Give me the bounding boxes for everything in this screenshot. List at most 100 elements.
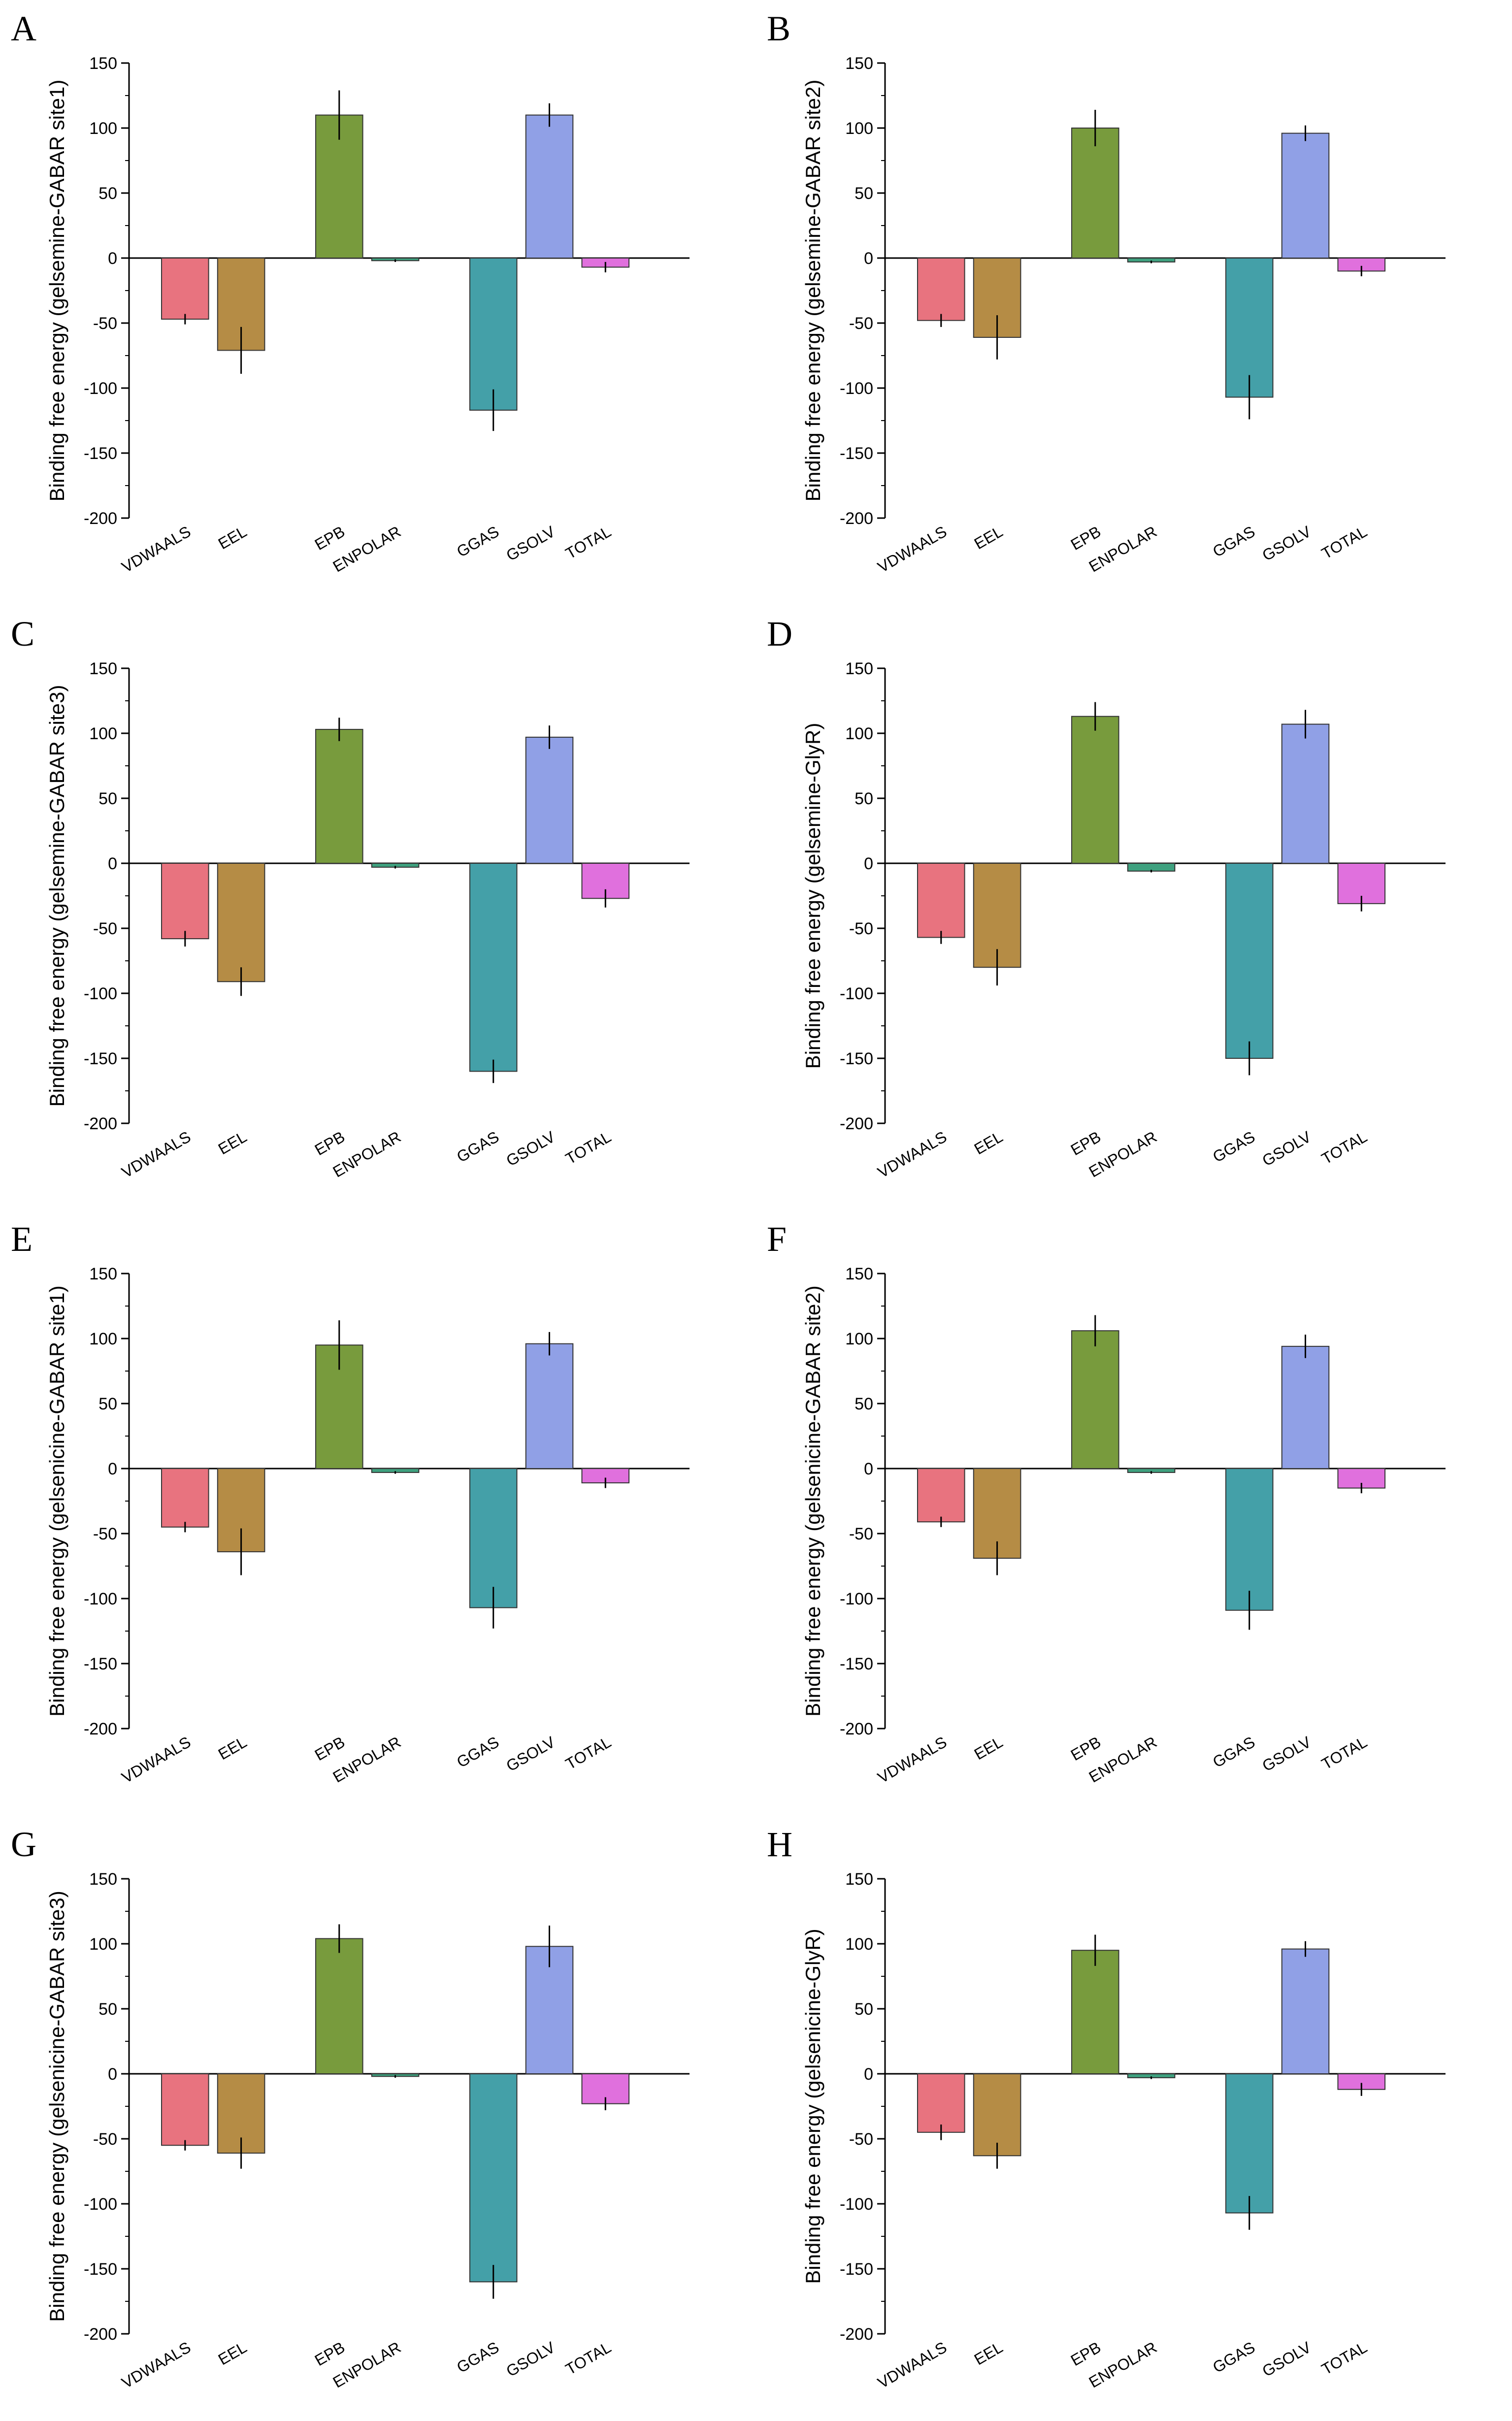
category-label: EPB	[312, 1733, 348, 1764]
bar-vdwaals	[161, 258, 209, 320]
category-label: EEL	[215, 2338, 250, 2368]
bar-chart-g: G Binding free energy (gelsenicine-GABAR …	[11, 1825, 690, 2392]
bar-vdwaals	[161, 2073, 209, 2146]
y-tick-label: 150	[89, 1870, 117, 1889]
y-tick-label: -50	[849, 314, 873, 333]
y-tick-label: 50	[855, 184, 873, 203]
bar-eel	[973, 2073, 1021, 2157]
y-tick-label: 150	[89, 659, 117, 678]
y-tick-label: -150	[84, 444, 117, 463]
panel-label: F	[767, 1219, 787, 1259]
bar-vdwaals	[917, 863, 965, 938]
y-tick-label: 100	[845, 1330, 873, 1348]
bar-epb	[1071, 128, 1119, 259]
bar-epb	[315, 1938, 363, 2074]
category-label: TOTAL	[562, 1128, 614, 1168]
category-label: VDWAALS	[119, 523, 194, 576]
chart-panel-e: E Binding free energy (gelsenicine-GABAR …	[0, 1210, 756, 1816]
y-tick-label: 0	[864, 249, 873, 268]
chart-panel-f: F Binding free energy (gelsenicine-GABAR …	[756, 1210, 1512, 1816]
y-axis-label: Binding free energy (gelsenicine-GlyR)	[801, 1929, 824, 2284]
y-tick-label: -200	[840, 1114, 873, 1133]
category-label: EEL	[971, 1733, 1006, 1763]
category-label: TOTAL	[562, 2338, 614, 2378]
category-label: GGAS	[1210, 523, 1258, 560]
y-tick-label: -50	[93, 1525, 117, 1543]
bar-chart-e: E Binding free energy (gelsenicine-GABAR …	[11, 1219, 690, 1787]
y-tick-label: 50	[855, 2000, 873, 2019]
panel-label: G	[11, 1825, 36, 1864]
y-tick-label: -100	[84, 1590, 117, 1608]
category-label: EEL	[215, 1733, 250, 1763]
y-tick-label: 50	[99, 789, 117, 808]
category-label: GGAS	[454, 1128, 502, 1166]
category-label: EEL	[971, 2338, 1006, 2368]
category-label: GGAS	[454, 523, 502, 560]
category-label: EPB	[312, 1128, 348, 1159]
y-tick-label: -200	[840, 2325, 873, 2344]
y-tick-label: -50	[93, 314, 117, 333]
y-tick-label: 100	[89, 1330, 117, 1348]
category-label: TOTAL	[1318, 1733, 1370, 1773]
category-label: TOTAL	[1318, 523, 1370, 562]
y-tick-label: 100	[845, 119, 873, 138]
y-tick-label: 0	[108, 1460, 117, 1478]
category-label: GSOLV	[503, 1128, 559, 1170]
y-tick-label: -50	[849, 919, 873, 938]
y-axis-label: Binding free energy (gelsenicine-GABAR s…	[45, 1891, 68, 2322]
category-label: EEL	[215, 1128, 250, 1158]
bar-vdwaals	[161, 1468, 209, 1528]
y-tick-label: -100	[84, 984, 117, 1003]
y-tick-label: 50	[99, 184, 117, 203]
bar-epb	[1071, 1950, 1119, 2075]
y-tick-label: -100	[840, 379, 873, 398]
panel-label: C	[11, 614, 34, 654]
y-tick-label: -100	[840, 1590, 873, 1608]
category-label: GGAS	[1210, 2338, 1258, 2376]
category-label: GSOLV	[503, 1733, 559, 1775]
y-tick-label: -100	[84, 2195, 117, 2214]
bar-gsolv	[1281, 1948, 1330, 2074]
bar-ggas	[1225, 2073, 1274, 2214]
y-tick-label: -150	[84, 1655, 117, 1673]
y-tick-label: 50	[99, 2000, 117, 2019]
category-label: EEL	[215, 523, 250, 553]
bar-epb	[1071, 716, 1119, 864]
y-tick-label: 0	[864, 2065, 873, 2084]
y-tick-label: -50	[849, 2130, 873, 2149]
category-label: GGAS	[454, 1733, 502, 1771]
bar-chart-h: H Binding free energy (gelsenicine-GlyR) 1…	[767, 1825, 1446, 2392]
y-tick-label: -150	[84, 2260, 117, 2279]
category-label: TOTAL	[1318, 2338, 1370, 2378]
chart-panel-g: G Binding free energy (gelsenicine-GABAR …	[0, 1816, 756, 2421]
category-label: EPB	[1068, 1128, 1104, 1159]
y-tick-label: -200	[84, 509, 117, 528]
bar-ggas	[1225, 863, 1274, 1059]
y-tick-label: 150	[845, 1870, 873, 1889]
bar-eel	[217, 863, 265, 982]
category-label: EPB	[312, 523, 348, 554]
y-tick-label: 0	[108, 854, 117, 873]
category-label: GSOLV	[1259, 2338, 1315, 2380]
category-label: EPB	[1068, 1733, 1104, 1764]
category-label: EEL	[971, 1128, 1006, 1158]
y-tick-label: 150	[845, 1265, 873, 1283]
category-label: EEL	[971, 523, 1006, 553]
y-tick-label: 100	[89, 724, 117, 743]
y-axis-label: Binding free energy (gelsemine-GlyR)	[801, 723, 824, 1069]
y-tick-label: -150	[840, 1655, 873, 1673]
chart-panel-h: H Binding free energy (gelsenicine-GlyR) 1…	[756, 1816, 1512, 2421]
y-tick-label: 50	[99, 1395, 117, 1413]
category-label: GSOLV	[503, 523, 559, 564]
y-tick-label: -150	[840, 1049, 873, 1068]
bar-epb	[1071, 1330, 1119, 1469]
y-axis-label: Binding free energy (gelsenicine-GABAR s…	[45, 1285, 68, 1716]
category-label: GSOLV	[1259, 523, 1315, 564]
category-label: GGAS	[1210, 1128, 1258, 1166]
bar-ggas	[469, 258, 518, 411]
y-axis-label: Binding free energy (gelsemine-GABAR sit…	[45, 80, 68, 502]
category-label: EPB	[1068, 2338, 1104, 2369]
y-tick-label: -200	[84, 1720, 117, 1738]
y-axis-label: Binding free energy (gelsenicine-GABAR s…	[801, 1285, 824, 1716]
